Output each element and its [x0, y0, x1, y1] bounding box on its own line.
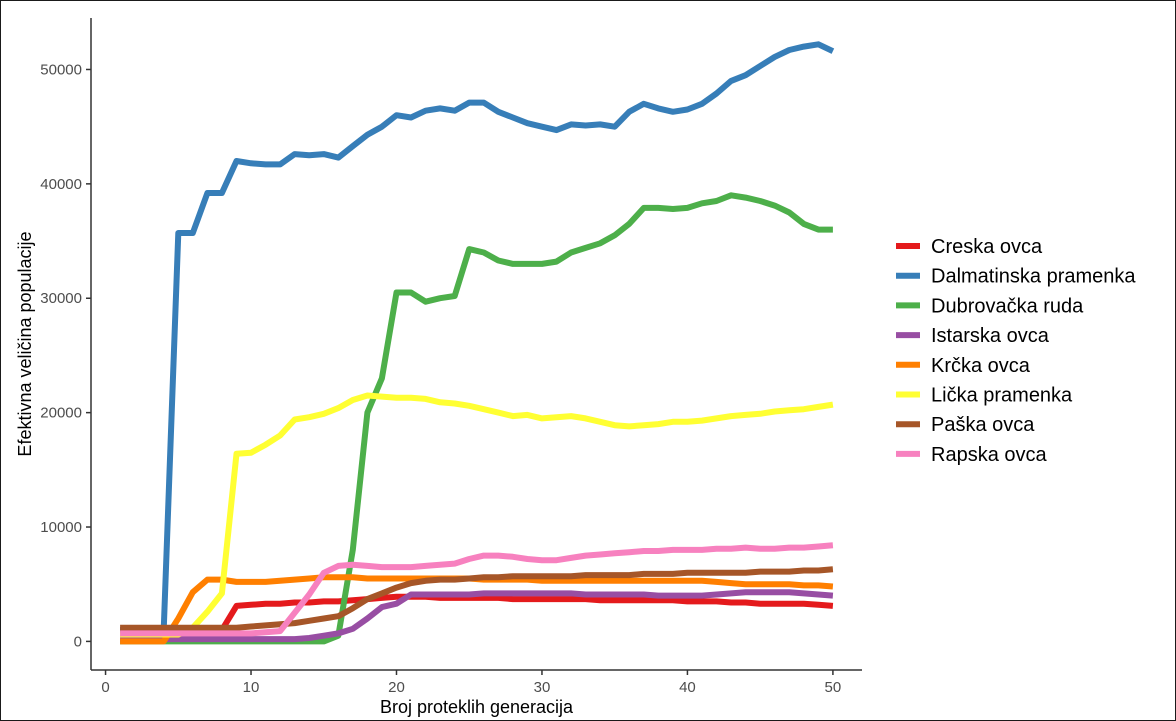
- series-line-pa-ka-ovca: [120, 566, 834, 631]
- legend-label: Dubrovačka ruda: [931, 295, 1084, 317]
- legend-label: Paška ovca: [931, 414, 1035, 436]
- series-lines: [120, 41, 835, 645]
- y-tick-label: 20000: [40, 405, 82, 422]
- legend-label: Dalmatinska pramenka: [931, 266, 1136, 288]
- legend-label: Istarska ovca: [931, 325, 1050, 347]
- x-tick-label: 30: [534, 679, 551, 696]
- y-tick-label: 30000: [40, 290, 82, 307]
- legend-label: Lička pramenka: [931, 385, 1073, 407]
- x-tick-label: 10: [243, 679, 260, 696]
- legend-label: Creska ovca: [931, 236, 1043, 258]
- x-tick-label: 20: [388, 679, 405, 696]
- x-axis-title: Broj proteklih generacija: [380, 697, 574, 717]
- series-line-istarska-ovca: [120, 589, 834, 643]
- legend: Creska ovca Dalmatinska pramenka Dubrovačk…: [896, 236, 1136, 466]
- y-tick-label: 10000: [40, 519, 82, 536]
- y-axis-title: Efektivna veličina populacije: [15, 231, 35, 456]
- series-line-li-ka-pramenka: [120, 392, 834, 638]
- axis-ticks: 0 10 20 30 40 50 0 10000 20000 30000 40000 50000: [40, 61, 841, 696]
- y-tick-label: 50000: [40, 61, 82, 78]
- y-tick-label: 40000: [40, 176, 82, 193]
- x-tick-label: 50: [825, 679, 842, 696]
- legend-label: Rapska ovca: [931, 444, 1047, 466]
- series-line-dalmatinska-pramenka: [120, 41, 835, 633]
- legend-label: Krčka ovca: [931, 355, 1031, 377]
- series-line-rapska-ovca: [120, 542, 834, 637]
- x-tick-label: 0: [101, 679, 109, 696]
- series-line-creska-ovca: [120, 593, 834, 633]
- y-tick-label: 0: [74, 633, 82, 650]
- x-tick-label: 40: [679, 679, 696, 696]
